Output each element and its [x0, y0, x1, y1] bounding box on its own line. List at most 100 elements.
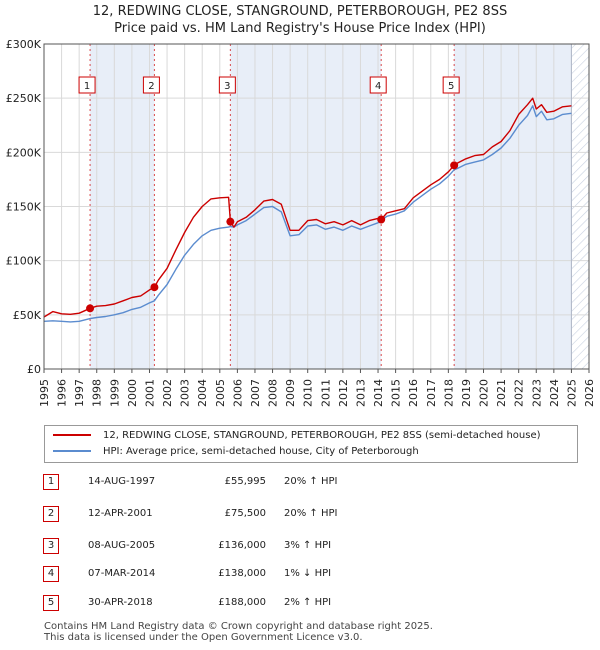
- x-tick-label: 2018: [442, 379, 455, 407]
- table-row: 4 07-MAR-2014 £138,000 1% ↓ HPI: [0, 564, 600, 584]
- legend-hpi-swatch: [53, 450, 91, 452]
- sale-hpi-diff: 3% ↑ HPI: [284, 540, 332, 551]
- x-tick-label: 2005: [214, 379, 227, 407]
- x-tick-label: 2025: [565, 379, 578, 407]
- sale-date: 12-APR-2001: [88, 508, 153, 519]
- sale-hpi-diff: 1% ↓ HPI: [284, 568, 332, 579]
- sale-point: [377, 215, 386, 224]
- x-tick-label: 1999: [108, 379, 121, 407]
- sale-price: £188,000: [218, 597, 266, 608]
- sale-date: 30-APR-2018: [88, 597, 153, 608]
- sale-point: [150, 283, 159, 292]
- sale-number-badge: 2: [43, 506, 59, 522]
- x-tick-label: 2003: [179, 379, 192, 407]
- y-tick-label: £250K: [6, 92, 42, 105]
- sale-number-label: 1: [84, 81, 90, 92]
- table-row: 5 30-APR-2018 £188,000 2% ↑ HPI: [0, 593, 600, 613]
- sale-number-label: 5: [448, 81, 454, 92]
- legend-item-property: 12, REDWING CLOSE, STANGROUND, PETERBORO…: [53, 428, 541, 444]
- legend-hpi-label: HPI: Average price, semi-detached house,…: [103, 446, 419, 457]
- sale-point: [450, 161, 459, 170]
- sale-number-label: 2: [148, 81, 154, 92]
- sale-price: £75,500: [224, 508, 266, 519]
- sale-number-badge: 1: [43, 474, 59, 490]
- legend-property-label: 12, REDWING CLOSE, STANGROUND, PETERBORO…: [103, 430, 541, 441]
- x-tick-label: 2012: [337, 379, 350, 407]
- hpi-line: [43, 105, 572, 323]
- title-address: 12, REDWING CLOSE, STANGROUND, PETERBORO…: [92, 4, 508, 19]
- x-tick-label: 2000: [126, 379, 139, 407]
- x-tick-label: 2008: [267, 379, 280, 407]
- sale-number-box: [142, 76, 160, 94]
- sale-number-box: [369, 76, 387, 94]
- x-tick-label: 1995: [38, 379, 51, 407]
- sale-date: 14-AUG-1997: [88, 476, 156, 487]
- sale-number-label: 3: [224, 81, 230, 92]
- x-tick-label: 2011: [319, 379, 332, 407]
- y-tick-label: £50K: [13, 309, 42, 322]
- table-row: 2 12-APR-2001 £75,500 20% ↑ HPI: [0, 504, 600, 524]
- x-tick-label: 2019: [460, 379, 473, 407]
- footer-copyright: Contains HM Land Registry data © Crown c…: [44, 621, 433, 632]
- legend-property-swatch: [53, 434, 91, 436]
- x-tick-label: 1998: [91, 379, 104, 407]
- series-lines: [43, 97, 572, 323]
- table-row: 1 14-AUG-1997 £55,995 20% ↑ HPI: [0, 472, 600, 492]
- sale-number-label: 4: [375, 81, 381, 92]
- x-tick-label: 2001: [143, 379, 156, 407]
- sale-number-boxes: 1 2 3 4 5: [78, 76, 460, 94]
- x-tick-label: 2021: [495, 379, 508, 407]
- property-price-line: [43, 97, 572, 318]
- x-tick-label: 2026: [583, 379, 596, 407]
- y-tick-label: £150K: [6, 201, 42, 214]
- chart-legend: 12, REDWING CLOSE, STANGROUND, PETERBORO…: [44, 425, 578, 463]
- sale-points: [86, 161, 459, 313]
- x-tick-label: 2015: [390, 379, 403, 407]
- sale-price: £55,995: [224, 476, 266, 487]
- sale-point: [86, 304, 95, 313]
- sale-hpi-diff: 20% ↑ HPI: [284, 476, 338, 487]
- x-tick-label: 2007: [249, 379, 262, 407]
- sale-point: [226, 217, 235, 226]
- x-tick-label: 2017: [425, 379, 438, 407]
- footer-licence: This data is licensed under the Open Gov…: [44, 632, 363, 643]
- x-tick-label: 2020: [478, 379, 491, 407]
- price-chart: 1 2 3 4 5 £0 £50K £100K £150K £200K £250K £300K 199…: [6, 38, 596, 407]
- x-tick-label: 2016: [407, 379, 420, 407]
- y-tick-label: £100K: [6, 255, 42, 268]
- sale-date: 08-AUG-2005: [88, 540, 156, 551]
- table-row: 3 08-AUG-2005 £136,000 3% ↑ HPI: [0, 536, 600, 556]
- axes: £0 £50K £100K £150K £200K £250K £300K 1995 1996 1…: [6, 38, 596, 407]
- x-tick-label: 2006: [231, 379, 244, 407]
- sale-number-box: [442, 76, 460, 94]
- sale-hpi-diff: 2% ↑ HPI: [284, 597, 332, 608]
- x-tick-label: 2010: [302, 379, 315, 407]
- sale-date-lines: [89, 44, 572, 369]
- x-tick-label: 2022: [513, 379, 526, 407]
- x-tick-label: 2004: [196, 379, 209, 407]
- chart-title: 12, REDWING CLOSE, STANGROUND, PETERBORO…: [0, 3, 600, 37]
- x-tick-label: 2013: [354, 379, 367, 407]
- sale-number-box: [78, 76, 96, 94]
- footer-notice: Contains HM Land Registry data © Crown c…: [44, 621, 433, 643]
- sale-number-box: [218, 76, 236, 94]
- x-tick-label: 2024: [548, 379, 561, 407]
- x-tick-label: 2023: [530, 379, 543, 407]
- sale-price: £136,000: [218, 540, 266, 551]
- legend-item-hpi: HPI: Average price, semi-detached house,…: [53, 444, 419, 460]
- sale-number-badge: 3: [43, 538, 59, 554]
- x-tick-label: 1997: [73, 379, 86, 407]
- y-tick-label: £0: [27, 363, 41, 376]
- sale-date: 07-MAR-2014: [88, 568, 156, 579]
- y-tick-label: £200K: [6, 146, 42, 159]
- y-tick-label: £300K: [6, 38, 42, 51]
- x-tick-label: 2009: [284, 379, 297, 407]
- plot-frame: [43, 43, 590, 370]
- x-tick-label: 2014: [372, 379, 385, 407]
- sale-price: £138,000: [218, 568, 266, 579]
- x-tick-label: 1996: [56, 379, 69, 407]
- sale-number-badge: 4: [43, 566, 59, 582]
- x-tick-label: 2002: [161, 379, 174, 407]
- sale-number-badge: 5: [43, 595, 59, 611]
- sale-hpi-diff: 20% ↑ HPI: [284, 508, 338, 519]
